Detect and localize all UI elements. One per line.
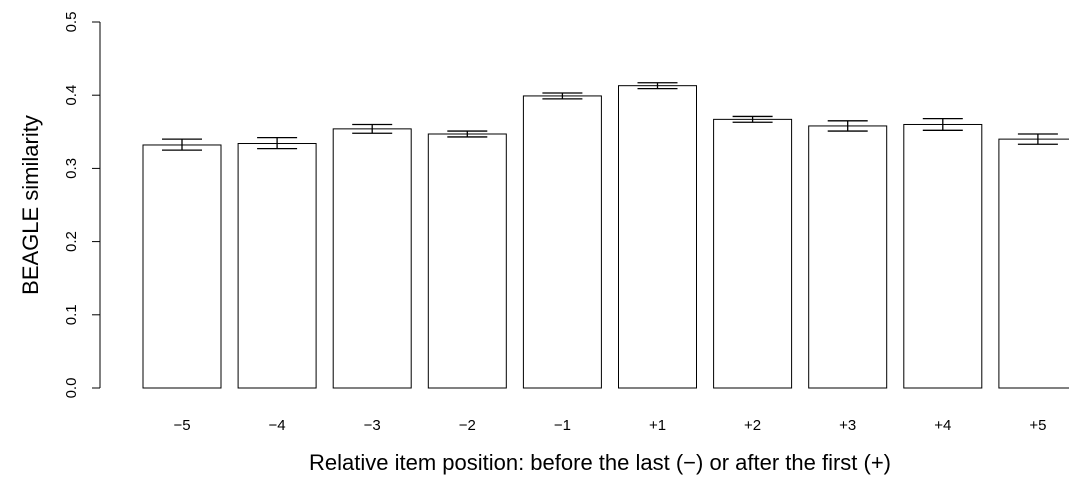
y-axis-title: BEAGLE similarity <box>18 115 43 295</box>
y-axis: 0.0 0.1 0.2 0.3 0.4 0.5 <box>63 12 101 399</box>
bar <box>427 133 507 389</box>
error-bar <box>542 92 583 100</box>
x-tick-label: −1 <box>554 417 571 434</box>
y-tick-label: 0.1 <box>63 304 80 325</box>
x-tick-label: −2 <box>459 417 476 434</box>
error-bar <box>162 138 202 151</box>
error-bars <box>162 82 1058 151</box>
y-tick-label: 0.2 <box>63 231 80 252</box>
x-tick-label: +3 <box>839 417 856 434</box>
x-tick-label: −4 <box>269 417 286 434</box>
error-bar <box>827 120 868 132</box>
x-tick-label: −5 <box>173 417 190 434</box>
error-bar <box>1017 133 1058 145</box>
error-bar <box>732 115 773 123</box>
bar <box>998 138 1069 389</box>
bar <box>237 143 317 389</box>
x-tick-label: +2 <box>744 417 761 434</box>
error-bar <box>257 137 298 150</box>
x-tick-label: −3 <box>364 417 381 434</box>
bar <box>903 123 983 389</box>
error-bar <box>352 123 393 134</box>
error-bar <box>922 117 963 131</box>
x-tick-label: +4 <box>934 417 951 434</box>
x-tick-labels: −5 −4 −3 −2 −1 +1 +2 +3 +4 +5 <box>173 417 1046 434</box>
bars <box>142 85 1069 389</box>
x-axis-title: Relative item position: before the last … <box>309 450 891 475</box>
bar <box>522 95 602 389</box>
bar <box>808 125 888 389</box>
error-bar <box>637 82 678 90</box>
x-tick-label: +1 <box>649 417 666 434</box>
y-tick-label: 0.4 <box>63 85 80 106</box>
bar <box>618 85 697 389</box>
y-tick-label: 0.5 <box>63 12 80 33</box>
bar <box>142 144 222 389</box>
error-bar <box>447 130 488 138</box>
bar <box>713 118 793 389</box>
y-tick-label: 0.3 <box>63 158 80 179</box>
x-tick-label: +5 <box>1029 417 1046 434</box>
y-tick-label: 0.0 <box>63 378 80 399</box>
bar <box>332 128 412 389</box>
